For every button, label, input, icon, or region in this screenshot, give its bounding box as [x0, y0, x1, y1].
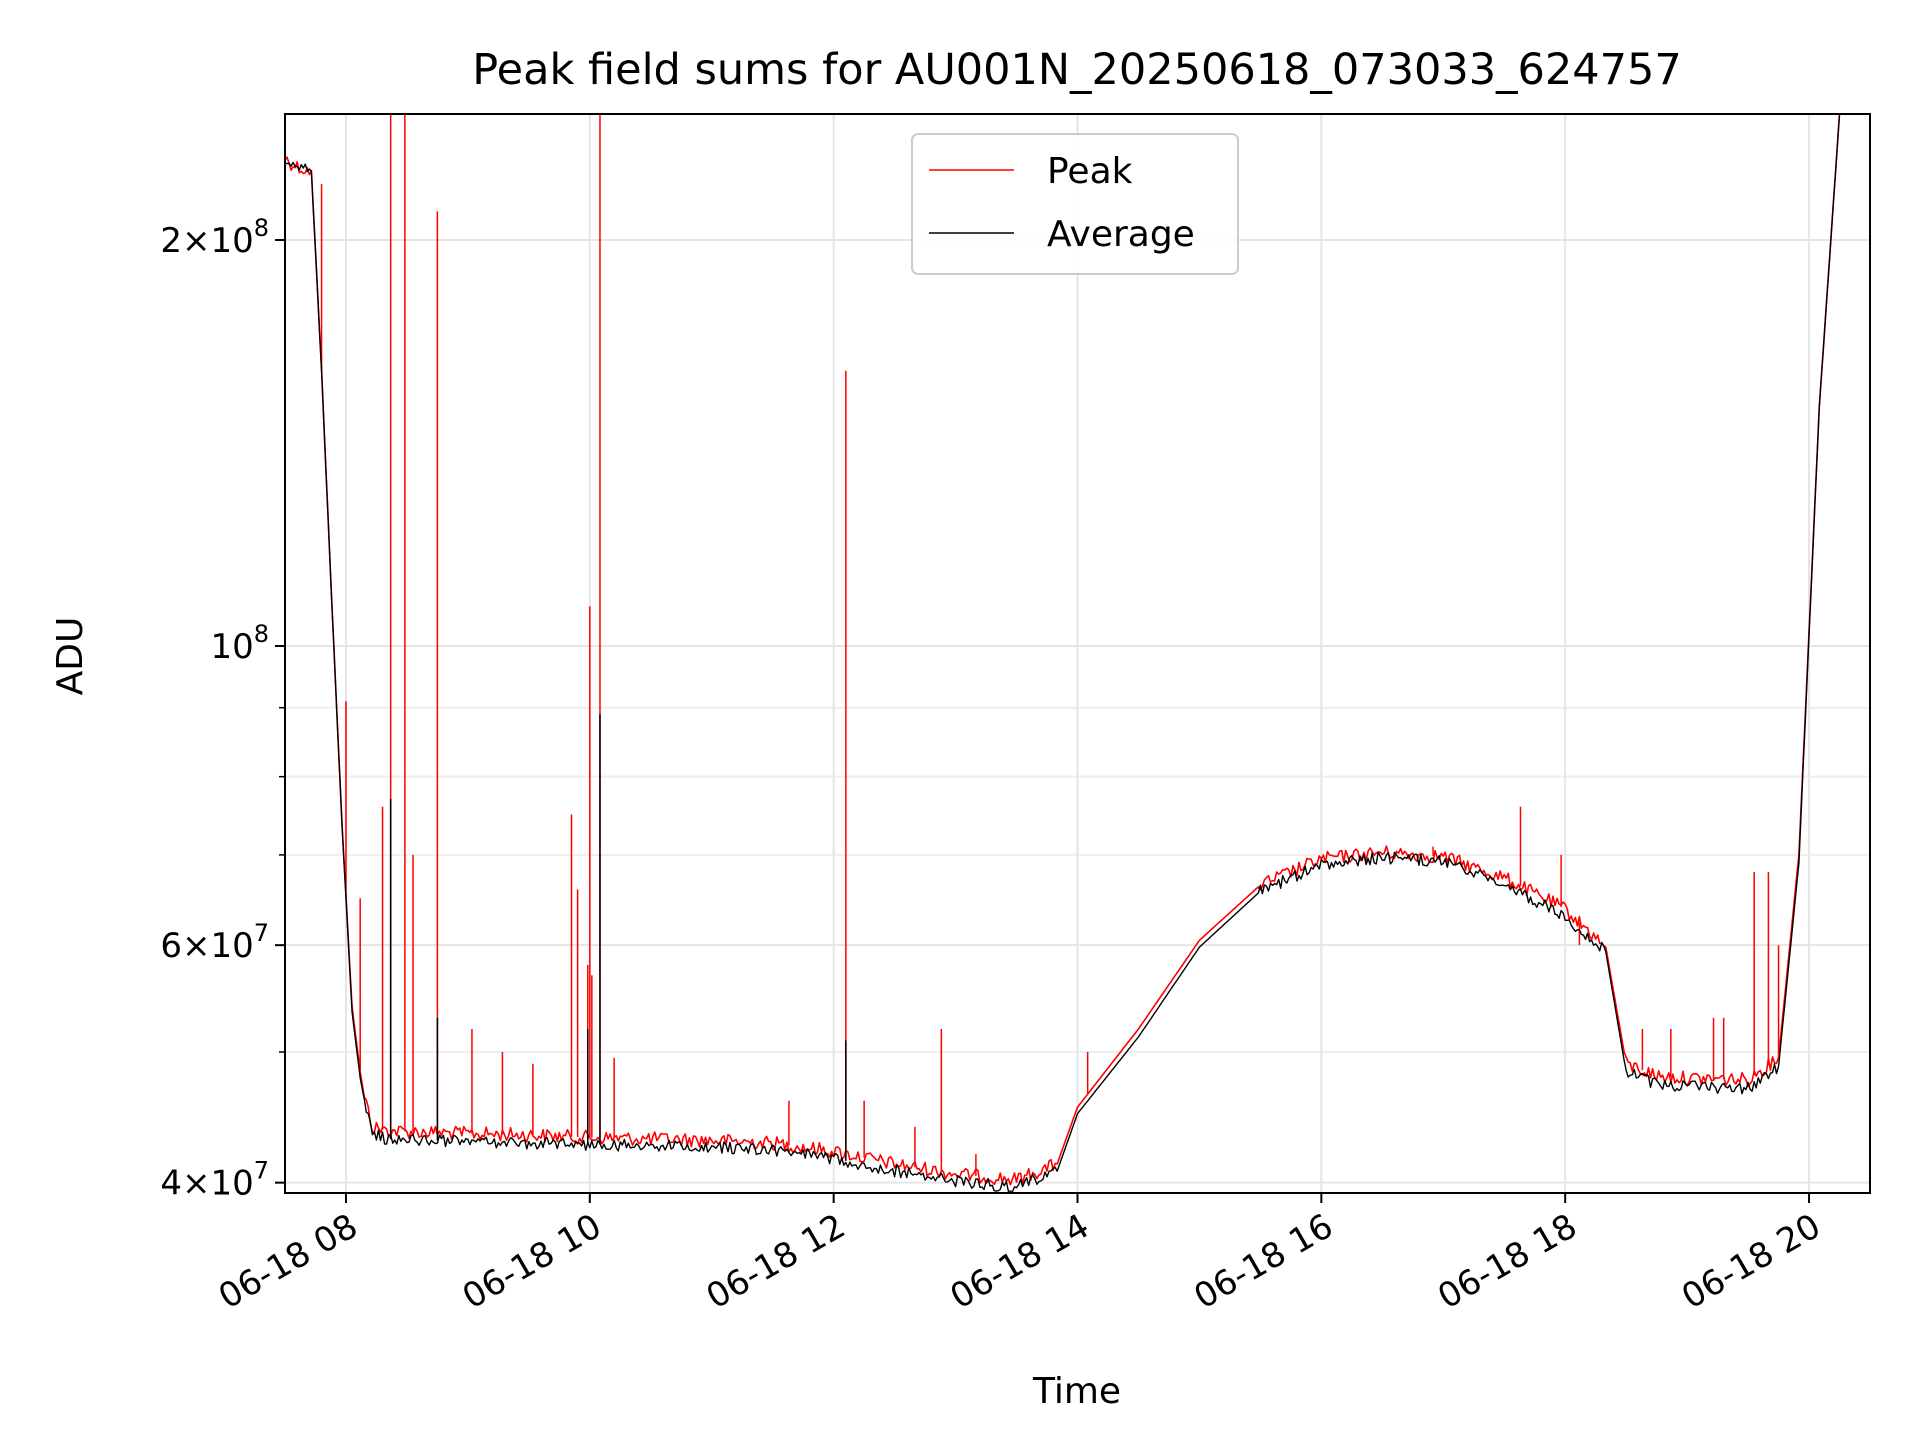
y-tick-mantissa: 6×10 [160, 926, 253, 966]
series-layer [284, 113, 1841, 1193]
y-tick-label: 6×107 [160, 919, 269, 966]
y-tick-exponent: 8 [254, 620, 269, 648]
series-line-average [284, 113, 1841, 1193]
x-tick-label: 06-18 18 [1431, 1206, 1583, 1317]
y-tick-label: 108 [210, 620, 269, 667]
x-tick-label: 06-18 12 [700, 1206, 852, 1317]
x-tick-label: 06-18 16 [1187, 1206, 1339, 1317]
series-line-peak [284, 113, 1841, 1186]
x-tick-label: 06-18 10 [456, 1206, 608, 1317]
legend-label-peak: Peak [1047, 151, 1133, 192]
chart-title: Peak field sums for AU001N_20250618_0730… [472, 45, 1681, 95]
grid-layer [285, 114, 1870, 1193]
y-tick-mantissa: 10 [210, 627, 253, 667]
legend-box [911, 133, 1239, 275]
x-axis-label: Time [1032, 1371, 1121, 1412]
y-tick-label: 2×108 [160, 214, 269, 261]
y-tick-label: 4×107 [160, 1157, 269, 1204]
y-tick-exponent: 7 [254, 1157, 269, 1185]
x-tick-label: 06-18 08 [212, 1206, 364, 1317]
y-tick-exponent: 8 [254, 214, 269, 242]
series-average [284, 113, 1841, 1193]
x-tick-label: 06-18 14 [944, 1206, 1096, 1317]
x-tick-label: 06-18 20 [1675, 1206, 1827, 1317]
y-tick-mantissa: 4×10 [160, 1164, 253, 1204]
legend-label-average: Average [1047, 214, 1195, 255]
y-tick-mantissa: 2×10 [160, 221, 253, 261]
legend: Peak Average [911, 133, 1239, 275]
y-axis-label: ADU [50, 617, 91, 696]
y-tick-exponent: 7 [254, 919, 269, 947]
